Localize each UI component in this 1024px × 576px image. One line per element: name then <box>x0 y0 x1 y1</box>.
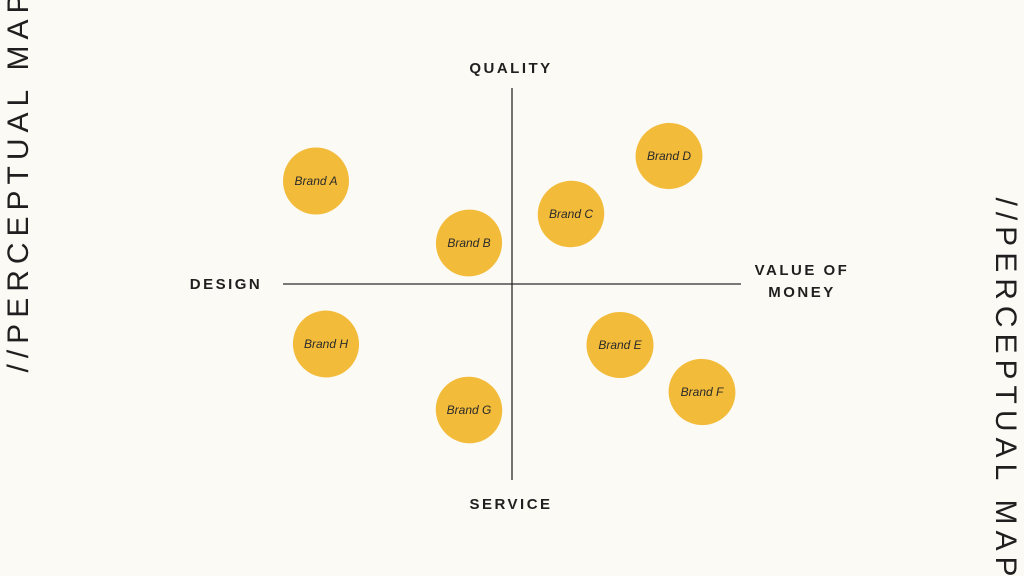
brand-blob: Brand C <box>537 180 605 248</box>
brand-blob: Brand F <box>668 358 736 426</box>
brand-blob: Brand E <box>586 311 654 379</box>
brand-blob: Brand A <box>283 147 349 215</box>
brand-label: Brand A <box>295 174 338 188</box>
blob <box>537 180 605 248</box>
blob <box>283 147 349 215</box>
blob <box>668 358 736 426</box>
axis-label: QUALITY <box>469 60 552 77</box>
brand-label: Brand B <box>447 236 490 250</box>
brand-blob: Brand B <box>435 209 503 277</box>
brand-label: Brand F <box>681 385 724 399</box>
brand-label: Brand E <box>598 338 642 352</box>
blob <box>635 122 703 190</box>
brand-label: Brand C <box>549 207 593 221</box>
blob <box>586 311 654 379</box>
side-label: //PERCEPTUAL MAP <box>989 198 1022 576</box>
blob <box>435 376 503 444</box>
axis-label: SERVICE <box>469 496 552 513</box>
brand-label: Brand H <box>304 337 348 351</box>
brand-blob: Brand G <box>435 376 503 444</box>
brands: Brand A Brand B Brand C Brand D Brand E Brand… <box>283 122 736 444</box>
axis-label: MONEY <box>768 284 836 301</box>
brand-label: Brand G <box>447 403 492 417</box>
brand-blob: Brand H <box>292 310 360 378</box>
brand-label: Brand D <box>647 149 691 163</box>
axis-label: VALUE OF <box>755 262 850 279</box>
side-label: //PERCEPTUAL MAP <box>2 0 35 372</box>
blob <box>292 310 360 378</box>
axis-label: DESIGN <box>190 276 263 293</box>
blob <box>435 209 503 277</box>
brand-blob: Brand D <box>635 122 703 190</box>
